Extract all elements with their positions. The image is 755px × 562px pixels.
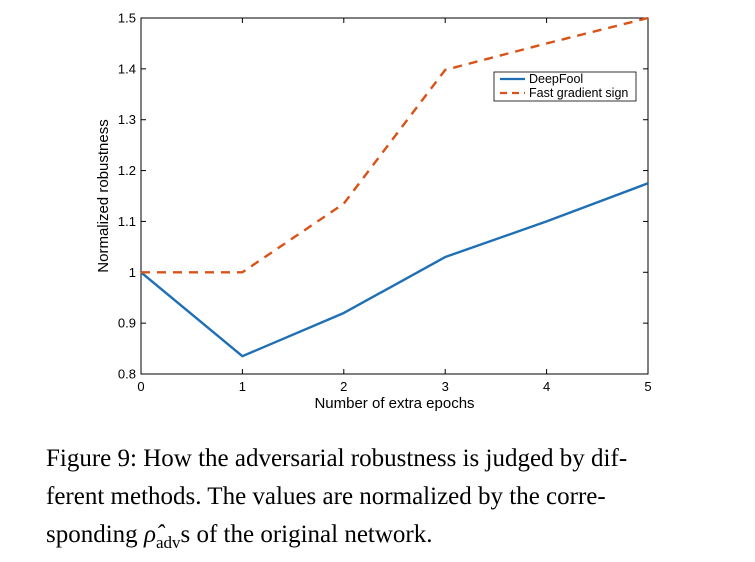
deepfool-series-line: [140, 182, 649, 358]
x-tick-label: 0: [137, 379, 144, 394]
y-tick-label: 0.8: [118, 367, 136, 382]
y-tick-label: 1.2: [118, 163, 136, 178]
x-tick-label: 2: [340, 379, 347, 394]
legend-label-deepfool: DeepFool: [529, 72, 583, 86]
legend-label-fgs: Fast gradient sign: [529, 86, 628, 100]
y-tick-label: 1: [129, 265, 136, 280]
legend-box: [493, 71, 637, 102]
x-tick-label: 3: [442, 379, 449, 394]
caption-line-3: sponding ρ̂advs of the original network.: [46, 516, 732, 562]
caption-prefix: sponding: [46, 521, 144, 548]
rho-subscript: adv: [155, 533, 181, 552]
ticks: 0 1 2 3 4 5 0.8 0.9 1 1.1 1.2 1.3 1.4 1.5: [118, 11, 652, 395]
y-axis-label: Normalized robustness: [95, 119, 112, 272]
series-layer: [140, 16, 649, 358]
y-tick-label: 1.4: [118, 61, 136, 76]
y-tick-label: 1.5: [118, 11, 136, 26]
x-tick-label: 1: [239, 379, 246, 394]
figure-caption: Figure 9: How the adversarial robustness…: [46, 440, 732, 562]
x-axis-label: Number of extra epochs: [314, 395, 474, 412]
caption-suffix: s of the original network.: [180, 521, 433, 548]
x-tick-label: 5: [644, 379, 651, 394]
x-tick-label: 4: [543, 379, 550, 394]
line-chart: 0 1 2 3 4 5 0.8 0.9 1 1.1 1.2 1.3 1.4 1.5 DeepFool Fa…: [95, 11, 652, 413]
y-tick-label: 0.9: [118, 316, 136, 331]
rho-hat-symbol: ρ̂: [143, 521, 156, 548]
caption-line-1: Figure 9: How the adversarial robustness…: [46, 445, 628, 472]
fast-gradient-sign-series-line: [141, 16, 649, 274]
legend: DeepFool Fast gradient sign: [493, 71, 637, 102]
caption-line-2: ferent methods. The values are normalize…: [46, 483, 606, 510]
y-tick-label: 1.3: [118, 112, 136, 127]
y-tick-label: 1.1: [118, 214, 136, 229]
